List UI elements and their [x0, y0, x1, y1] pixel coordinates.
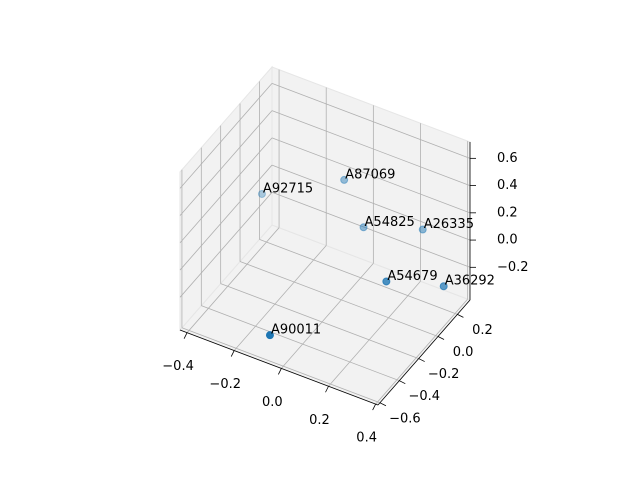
- grid-line: [179, 164, 273, 271]
- y-tick-label: −0.6: [389, 411, 421, 426]
- x-axis-line: [179, 329, 379, 406]
- y-axis-line: [377, 299, 471, 406]
- grid-line: [328, 280, 421, 387]
- grid-line: [179, 137, 273, 244]
- point: [418, 225, 427, 234]
- x-tick: [372, 403, 377, 411]
- grid-line: [220, 283, 419, 359]
- point: [340, 175, 349, 184]
- y-tick-label: 0.0: [453, 345, 474, 360]
- x-tick-label: −0.2: [209, 377, 241, 392]
- point-label: A92715: [263, 181, 313, 196]
- point: [359, 223, 368, 232]
- grid-line: [201, 305, 400, 382]
- z-tick-label: 0.2: [497, 205, 518, 220]
- y-tick: [437, 336, 445, 340]
- grid-line: [179, 192, 273, 298]
- x-tick: [230, 350, 235, 357]
- y-tick: [457, 314, 464, 318]
- point: [439, 282, 448, 291]
- y-tick: [418, 358, 425, 362]
- grid-line: [186, 227, 280, 333]
- y-tick: [379, 402, 387, 407]
- grid-line: [181, 327, 381, 404]
- grid-line: [271, 137, 471, 214]
- y-tick-label: −0.4: [409, 389, 441, 404]
- x-tick-label: 0.4: [356, 431, 377, 446]
- grid-line: [179, 110, 273, 216]
- point-label: A36292: [445, 274, 495, 289]
- point: [257, 189, 266, 198]
- point-label: A54825: [365, 215, 415, 230]
- z-tick-label: −0.2: [497, 260, 529, 275]
- x-tick-label: −0.4: [162, 359, 194, 374]
- grid-line: [239, 261, 439, 337]
- grid-line: [259, 238, 458, 315]
- x-tick: [325, 386, 329, 393]
- z-tick-label: 0.4: [497, 178, 518, 193]
- grid-line: [281, 263, 374, 369]
- grid-line: [179, 83, 273, 189]
- grid-line: [271, 164, 471, 241]
- point-label: A87069: [345, 167, 395, 182]
- x-tick-label: 0.2: [309, 413, 330, 428]
- point: [265, 331, 274, 340]
- x-tick-label: 0.0: [262, 395, 283, 410]
- y-tick-label: −0.2: [428, 367, 460, 382]
- grid-line: [375, 298, 468, 405]
- y-tick: [399, 380, 406, 385]
- grid-line: [271, 82, 471, 159]
- point-label: A90011: [271, 323, 321, 338]
- point-label: A54679: [387, 269, 437, 284]
- x-tick: [183, 332, 188, 339]
- grid-line: [271, 110, 471, 186]
- x-tick: [277, 368, 282, 375]
- grid-line: [233, 245, 327, 351]
- z-tick-label: 0.6: [497, 151, 518, 166]
- point: [382, 277, 391, 286]
- y-tick-label: 0.2: [472, 323, 493, 338]
- point-label: A26335: [424, 217, 474, 232]
- grid-line: [271, 191, 471, 268]
- z-tick-label: 0.0: [497, 233, 518, 248]
